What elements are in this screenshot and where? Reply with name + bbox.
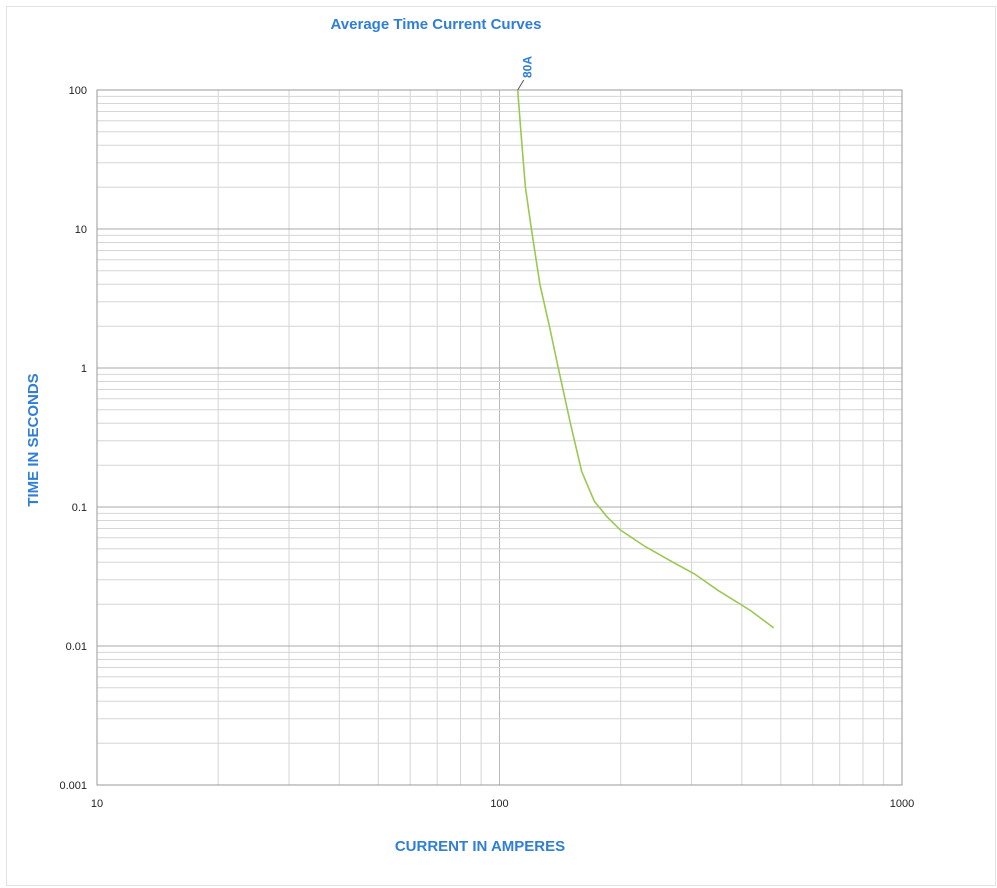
series-label-80a: 80A [521, 56, 535, 78]
y-tick-label: 0.001 [59, 780, 87, 792]
chart-grid [96, 89, 903, 786]
x-tick-label: 10 [91, 798, 103, 810]
chart-frame [6, 6, 996, 886]
plot-area-border [96, 89, 903, 786]
y-tick-label: 0.1 [72, 502, 87, 514]
y-tick-label: 100 [69, 85, 87, 97]
x-axis-title: CURRENT IN AMPERES [395, 838, 565, 855]
chart-title: Average Time Current Curves [331, 16, 542, 33]
series-label-leader [517, 79, 525, 91]
y-tick-label: 10 [75, 224, 87, 236]
y-axis-ticks: 100 10 1 0.1 0.01 0.001 [59, 85, 87, 792]
x-axis-ticks: 10 100 1000 [91, 798, 914, 810]
y-tick-label: 0.01 [66, 641, 87, 653]
y-tick-label: 1 [81, 363, 87, 375]
x-tick-label: 1000 [890, 798, 914, 810]
y-axis-title: TIME IN SECONDS [25, 373, 42, 506]
series-line-80a [516, 89, 775, 629]
x-tick-label: 100 [490, 798, 508, 810]
series-layer: 80A [516, 56, 775, 629]
